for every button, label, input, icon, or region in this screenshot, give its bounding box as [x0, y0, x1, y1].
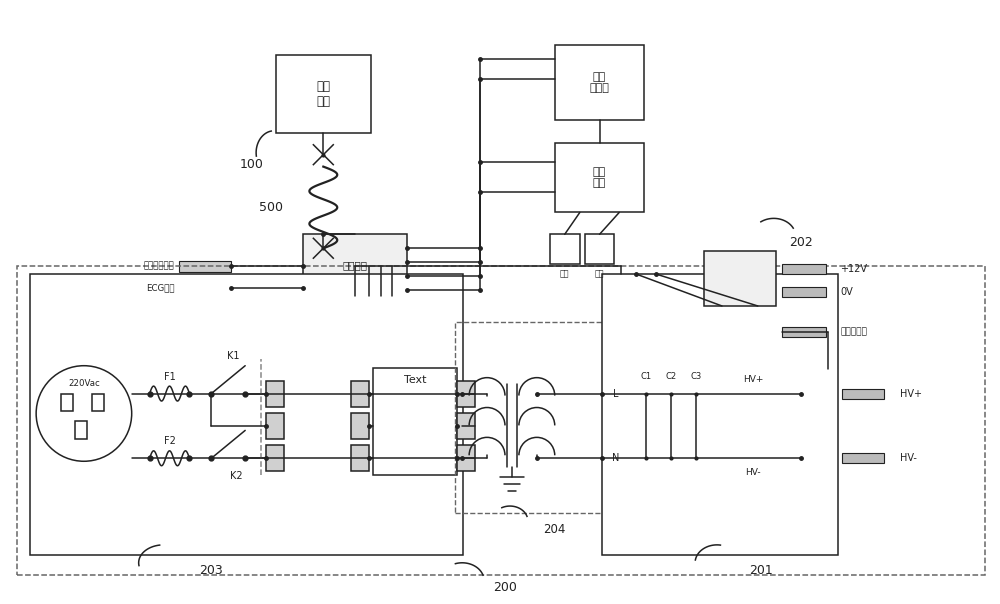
Bar	[555, 143, 644, 213]
Text: ECG接口: ECG接口	[146, 283, 175, 292]
Text: L: L	[613, 388, 618, 399]
Bar	[782, 327, 826, 337]
Text: 201: 201	[749, 564, 773, 577]
Text: 0V: 0V	[840, 287, 853, 297]
Bar	[30, 274, 463, 555]
Text: 鼠标: 鼠标	[560, 269, 569, 278]
Text: 202: 202	[789, 236, 812, 249]
Bar	[555, 45, 644, 120]
Text: K2: K2	[230, 471, 243, 481]
Text: 203: 203	[199, 564, 223, 577]
Text: 控制
模块: 控制 模块	[316, 80, 330, 108]
Bar	[351, 381, 369, 406]
Text: 液晶
显示器: 液晶 显示器	[590, 72, 609, 93]
Text: +12V: +12V	[840, 264, 867, 274]
Text: HV+: HV+	[900, 388, 922, 399]
Bar	[842, 453, 884, 463]
Text: N: N	[612, 453, 619, 463]
Bar	[602, 274, 838, 555]
Bar	[92, 394, 104, 411]
Bar	[266, 381, 284, 406]
Bar	[457, 413, 475, 439]
Text: F1: F1	[164, 371, 175, 382]
Text: 220Vac: 220Vac	[68, 379, 100, 388]
Bar	[842, 388, 884, 399]
Bar	[17, 266, 985, 575]
Bar	[457, 381, 475, 406]
Text: C1: C1	[641, 372, 652, 381]
Bar	[75, 422, 87, 439]
Text: HV-: HV-	[745, 467, 761, 477]
Text: 100: 100	[239, 158, 263, 171]
Bar	[303, 234, 407, 296]
Bar	[585, 234, 614, 264]
Bar	[455, 322, 624, 513]
Bar	[266, 413, 284, 439]
Bar	[351, 413, 369, 439]
Bar	[266, 445, 284, 471]
Text: Text: Text	[404, 374, 426, 385]
Bar	[276, 55, 371, 133]
Bar	[179, 283, 231, 294]
Bar	[782, 287, 826, 297]
Text: 键盘: 键盘	[595, 269, 604, 278]
Text: 隔离模块: 隔离模块	[343, 260, 368, 270]
Bar	[704, 251, 776, 306]
Bar	[550, 234, 580, 264]
Bar	[179, 261, 231, 272]
Text: 脚踏开关接口: 脚踏开关接口	[144, 262, 175, 271]
Text: C2: C2	[666, 372, 677, 381]
Text: HV+: HV+	[743, 375, 763, 384]
Text: K1: K1	[227, 351, 239, 361]
Text: C3: C3	[690, 372, 702, 381]
Text: 200: 200	[493, 581, 517, 594]
Bar	[61, 394, 73, 411]
Text: 500: 500	[259, 201, 283, 214]
Bar	[351, 445, 369, 471]
Text: HV-: HV-	[900, 453, 917, 463]
Bar	[782, 264, 826, 274]
Text: 电脑
主机: 电脑 主机	[593, 167, 606, 188]
Bar	[457, 445, 475, 471]
Text: 电源控制端: 电源控制端	[840, 327, 867, 336]
Bar	[373, 368, 457, 475]
Text: F2: F2	[164, 436, 175, 446]
Text: 204: 204	[544, 524, 566, 536]
